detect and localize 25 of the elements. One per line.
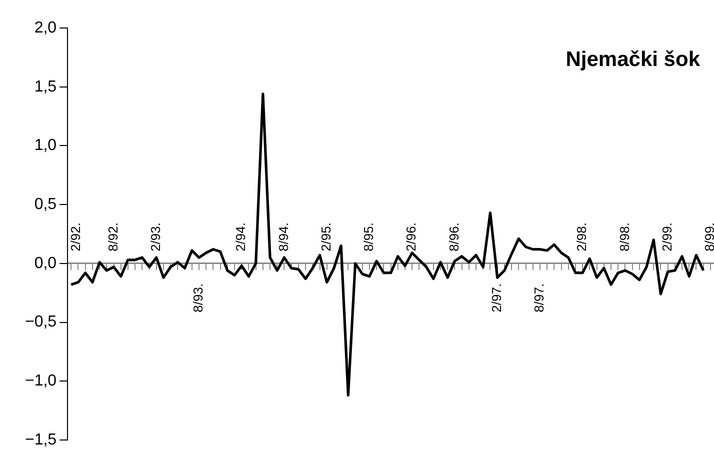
y-tick-label: 0,5 — [34, 196, 57, 213]
x-tick-label: 2/95. — [318, 222, 334, 252]
x-tick-label: 2/94. — [233, 222, 248, 252]
x-tick-label: 8/99. — [702, 222, 714, 252]
y-tick-label: −0,5 — [24, 314, 57, 331]
x-tick-label: 8/98. — [616, 222, 632, 252]
x-tick-label: 2/96. — [404, 222, 419, 252]
y-tick-label: −1,5 — [24, 431, 57, 448]
y-tick-label: 2,0 — [34, 19, 57, 36]
x-tick-label: 2/98. — [574, 222, 590, 252]
x-tick-label: 8/94. — [276, 222, 291, 252]
x-tick-label: 8/96. — [446, 222, 462, 252]
x-tick-label: 8/97. — [532, 283, 547, 312]
y-tick-label: 1,5 — [34, 78, 57, 96]
x-tick-label: 2/97. — [488, 283, 504, 312]
x-tick-label: 2/92. — [68, 222, 84, 252]
x-tick-label: 8/93. — [190, 283, 206, 312]
x-tick-label: 8/95. — [361, 222, 376, 252]
x-tick-label: 2/99. — [659, 222, 674, 252]
text: Njemački šok — [566, 48, 700, 71]
x-tick-label: 8/92. — [105, 222, 120, 252]
y-tick-label: 0,0 — [34, 254, 57, 272]
y-tick-label: −1,0 — [24, 372, 57, 390]
y-tick-label: 1,0 — [34, 137, 57, 154]
x-tick-label: 2/93. — [148, 222, 163, 252]
